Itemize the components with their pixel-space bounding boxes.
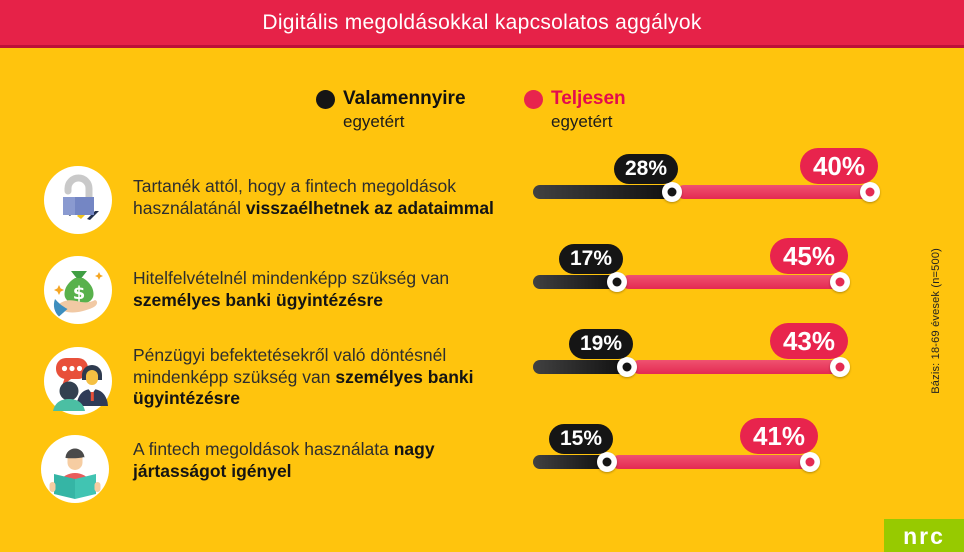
money-bag-hand-icon: $ [44,256,112,324]
open-padlock-icon [44,166,112,234]
somewhat-bar [533,360,627,374]
chart-row: Pénzügyi befektetésekről való döntésnél … [0,323,964,421]
statement-normal: Tartanék attól, hogy a fintech megoldáso… [133,176,456,218]
statement-normal: A fintech megoldások használata [133,439,394,459]
nrc-logo-text: nrc [903,522,945,549]
svg-text:$: $ [73,283,86,304]
statement-bold: nagy jártasságot igényel [133,439,435,481]
legend-somewhat-rest: egyetért [343,112,405,131]
reading-person-icon [41,435,109,503]
fully-value-pill: 45% [769,238,848,274]
statement-normal: Hitelfelvételnél mindenképp szükség van [133,268,450,288]
statement-normal: Pénzügyi befektetésekről való döntésnél … [133,345,447,387]
somewhat-value-pill: 15% [548,424,613,454]
fully-bar [622,275,840,289]
somewhat-value-pill: 19% [568,329,633,359]
bar-track: 28% 40% [533,148,963,212]
fully-dot [830,272,850,292]
statement-text: Tartanék attól, hogy a fintech megoldáso… [133,176,515,219]
nrc-logo: nrc [884,519,964,552]
fully-bar [612,455,810,469]
somewhat-bar [533,275,617,289]
legend-fully-label: Teljesen [551,88,626,109]
fully-dot [800,452,820,472]
statement-text: Hitelfelvételnél mindenképp szükség van … [133,268,515,311]
somewhat-bar [533,455,607,469]
fully-value-pill: 43% [769,323,848,359]
red-dot-icon [524,90,543,109]
sample-note: Bázis: 18-69 évesek (n=500) [930,248,942,394]
legend-somewhat: Valamennyire egyetért [316,88,466,132]
bar-track: 15% 41% [533,418,963,482]
statement-bold: visszaélhetnek az adataimmal [245,197,494,218]
bar-track: 19% 43% [533,323,963,387]
legend-somewhat-label: Valamennyire [343,88,466,109]
somewhat-value-pill: 28% [613,154,678,184]
statement-text: A fintech megoldások használata nagy jár… [133,439,515,482]
somewhat-value-pill: 17% [558,244,623,274]
statement-text: Pénzügyi befektetésekről való döntésnél … [133,345,515,410]
chart-row: $ Hitelfelvételnél mindenképp szükség va… [0,238,964,336]
somewhat-dot [662,182,682,202]
conversation-icon [44,347,112,415]
somewhat-dot [597,452,617,472]
statement-bold: személyes banki ügyintézésre [133,289,383,310]
somewhat-dot [617,357,637,377]
legend-fully: Teljesen egyetért [524,88,626,132]
fully-dot [860,182,880,202]
chart-row: A fintech megoldások használata nagy jár… [0,418,964,516]
page-title: Digitális megoldásokkal kapcsolatos aggá… [262,11,702,34]
somewhat-dot [607,272,627,292]
header-bar: Digitális megoldásokkal kapcsolatos aggá… [0,0,964,48]
fully-value-pill: 40% [799,148,878,184]
fully-value-pill: 41% [739,418,818,454]
black-dot-icon [316,90,335,109]
fully-bar [677,185,870,199]
bar-track: 17% 45% [533,238,963,302]
somewhat-bar [533,185,672,199]
legend-fully-rest: egyetért [551,112,613,131]
chart-row: Tartanék attól, hogy a fintech megoldáso… [0,148,964,246]
fully-bar [632,360,840,374]
statement-bold: személyes banki ügyintézésre [133,366,474,409]
fully-dot [830,357,850,377]
